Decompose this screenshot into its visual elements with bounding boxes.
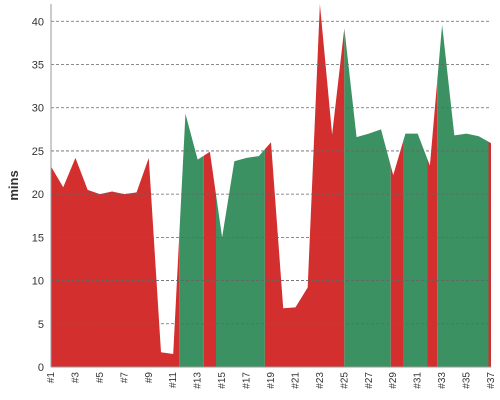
gridlines [51,20,491,325]
axes [50,4,491,368]
x-tick-label: #15 [217,372,228,389]
y-tick-labels: 0 5 10 15 20 25 30 35 40 [32,16,44,374]
x-tick-label: #37 [486,372,497,389]
area-band-red [390,141,403,367]
area-band-green [216,149,265,367]
area-band-red [488,141,491,367]
y-tick-label: 30 [32,103,44,115]
x-tick-label: #5 [95,372,106,384]
x-tick-label: #13 [193,372,204,389]
y-tick-label: 15 [32,232,44,244]
y-tick-label: 0 [38,362,44,374]
x-tick-label: #31 [413,372,424,389]
x-tick-label: #11 [168,372,179,388]
area-band-red [203,151,216,367]
area-band-green [344,28,391,367]
x-tick-label: #23 [315,372,326,389]
y-tick-label: 35 [32,60,44,72]
x-tick-label: #3 [70,372,81,384]
x-tick-label: #1 [46,372,57,384]
x-tick-label: #27 [364,372,375,389]
x-tick-label: #17 [242,372,253,389]
x-tick-label: #29 [388,372,399,389]
x-tick-label: #25 [339,372,350,389]
area-band-green [179,113,204,367]
y-tick-label: 10 [32,276,44,288]
x-tick-label: #9 [144,372,155,384]
x-tick-label: #19 [266,372,277,389]
x-tick-label: #21 [290,372,301,389]
y-tick-label: 20 [32,189,44,201]
area-band-red [427,81,438,367]
y-tick-label: 5 [38,319,44,331]
area-series [51,4,491,367]
y-axis-title: mins [6,170,21,200]
area-band-red [51,157,180,367]
area-band-green [437,24,489,367]
y-tick-label: 40 [32,16,44,28]
x-tick-label: #33 [437,372,448,389]
x-tick-labels: #1 #3 #5 #7 #9 #11 #13 #15 #17 #19 #21 #23 #25 #27 #29… [46,372,497,389]
area-band-red [264,4,345,367]
area-band-green [403,133,428,367]
y-tick-label: 25 [32,146,44,158]
x-tick-label: #7 [119,372,130,384]
x-tick-label: #35 [462,372,473,389]
